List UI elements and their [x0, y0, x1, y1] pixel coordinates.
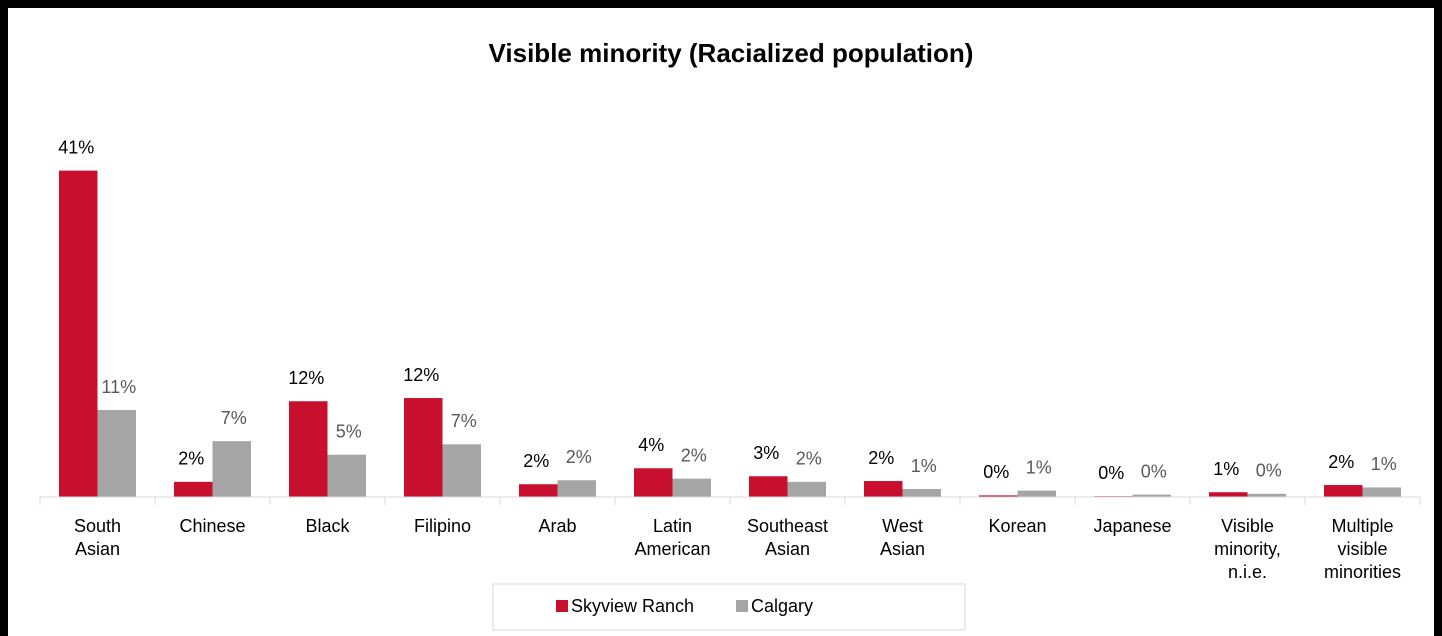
bar: [1017, 490, 1056, 497]
data-label: 5%: [336, 421, 362, 441]
x-tick-label: Visible minority, n.i.e.: [1214, 516, 1281, 582]
data-label: 2%: [523, 451, 549, 471]
bar: [442, 444, 481, 497]
bar: [749, 476, 788, 497]
data-label: 2%: [178, 449, 204, 469]
data-label: 7%: [451, 411, 477, 431]
data-label: 12%: [403, 365, 439, 385]
bar: [59, 170, 98, 498]
x-tick-label: Korean: [988, 516, 1047, 536]
data-label: 2%: [681, 445, 707, 465]
legend-label: Skyview Ranch: [571, 596, 694, 616]
data-label: 2%: [1328, 452, 1354, 472]
data-label: 1%: [1026, 457, 1052, 477]
bar: [557, 480, 596, 497]
x-tick-label: Chinese: [179, 516, 246, 536]
data-label: 7%: [221, 408, 247, 428]
bar: [634, 468, 673, 497]
bar: [979, 495, 1018, 497]
chart-title: Visible minority (Racialized population): [489, 38, 974, 68]
data-label: 41%: [58, 137, 94, 157]
bar: [404, 398, 443, 497]
legend-swatch: [736, 600, 748, 612]
bar: [519, 484, 558, 497]
data-label: 0%: [1141, 461, 1167, 481]
bar: [864, 481, 903, 497]
x-tick-label: Southeast Asian: [746, 516, 829, 559]
data-label: 1%: [911, 456, 937, 476]
x-tick-label: Multiple visible minorities: [1323, 516, 1402, 582]
data-label: 0%: [1098, 463, 1124, 483]
x-tick-label: Arab: [538, 516, 577, 536]
legend-label: Calgary: [751, 596, 813, 616]
data-label: 3%: [753, 443, 779, 463]
bar: [902, 489, 941, 497]
x-tick-label: Filipino: [413, 516, 472, 536]
bar: [174, 481, 213, 497]
x-tick-label: Black: [305, 516, 350, 536]
bar: [672, 478, 711, 497]
bar: [787, 481, 826, 497]
bar: [289, 401, 328, 497]
bar: [1362, 487, 1401, 497]
bar: [97, 410, 136, 497]
data-label: 4%: [638, 435, 664, 455]
bar: [1324, 485, 1363, 497]
bar: [1132, 494, 1171, 497]
legend-swatch: [556, 600, 568, 612]
bar: [1247, 493, 1286, 497]
x-tick-label: Japanese: [1093, 516, 1172, 536]
bar: [1209, 492, 1248, 497]
data-label: 2%: [868, 448, 894, 468]
data-label: 2%: [796, 449, 822, 469]
data-label: 0%: [1256, 461, 1282, 481]
bar: [212, 441, 251, 497]
x-tick-label: South Asian: [73, 516, 122, 559]
data-label: 2%: [566, 447, 592, 467]
data-label: 12%: [288, 368, 324, 388]
data-label: 1%: [1371, 454, 1397, 474]
x-tick-label: West Asian: [879, 516, 926, 559]
x-tick-label: Latin American: [634, 516, 711, 559]
legend-box: [492, 583, 966, 631]
data-label: 11%: [101, 377, 136, 397]
data-label: 0%: [983, 462, 1009, 482]
data-label: 1%: [1213, 459, 1239, 479]
bar: [327, 454, 366, 497]
